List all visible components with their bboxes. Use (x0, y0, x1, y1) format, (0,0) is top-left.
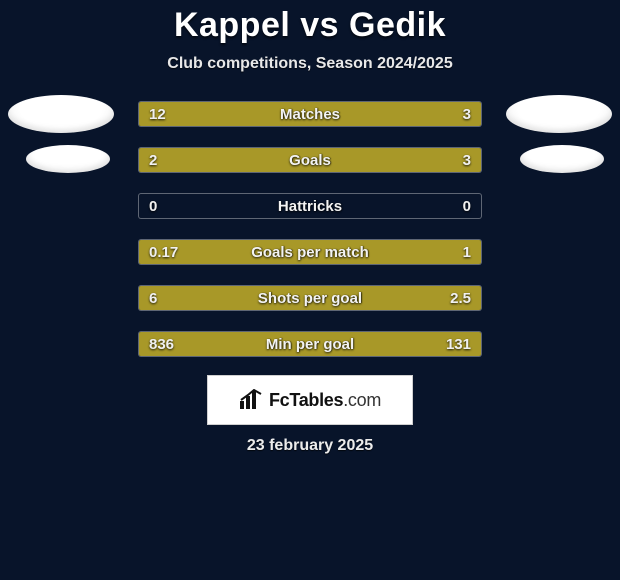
stat-bar: 0.171Goals per match (138, 239, 482, 265)
stat-bar: 0 0Hattricks (138, 193, 482, 219)
player-b-avatar (506, 95, 612, 133)
bar-chart-icon (239, 389, 263, 411)
stat-row: 0.171Goals per match (0, 237, 620, 267)
stat-row: 0 0Hattricks (0, 191, 620, 221)
stat-bar: 836131Min per goal (138, 331, 482, 357)
stat-bar: 62.5Shots per goal (138, 285, 482, 311)
stat-row: 123Matches (0, 99, 620, 129)
bar-right-fill (407, 332, 481, 356)
bar-left-fill (139, 102, 413, 126)
bar-left-fill (139, 240, 189, 264)
player-a-avatar-small (26, 145, 110, 173)
bar-right-fill (276, 148, 481, 172)
logo-domain: .com (343, 390, 381, 410)
logo-brand: FcTables (269, 390, 343, 410)
logo-text: FcTables.com (269, 390, 381, 411)
footer-date: 23 february 2025 (0, 437, 620, 455)
bar-right-fill (380, 286, 481, 310)
stat-label: Hattricks (139, 194, 481, 219)
bar-right-fill (413, 102, 481, 126)
stat-bar: 123Matches (138, 101, 482, 127)
stat-row: 62.5Shots per goal (0, 283, 620, 313)
bar-left-fill (139, 148, 276, 172)
player-a-avatar (8, 95, 114, 133)
bar-right-fill (189, 240, 481, 264)
bar-left-fill (139, 286, 380, 310)
stats-list: 123Matches 23Goals 0 0Hattricks 0.171Goals p… (0, 99, 620, 359)
bar-left-fill (139, 332, 407, 356)
comparison-card: Kappel vs Gedik Club competitions, Seaso… (0, 0, 620, 455)
stat-row: 836131Min per goal (0, 329, 620, 359)
player-b-avatar-small (520, 145, 604, 173)
stat-value-left: 0 (149, 194, 157, 219)
stat-row: 23Goals (0, 145, 620, 175)
page-title: Kappel vs Gedik (0, 6, 620, 45)
stat-value-right: 0 (463, 194, 471, 219)
fctables-logo[interactable]: FcTables.com (207, 375, 413, 425)
player-a-name: Kappel (174, 6, 290, 44)
stat-bar: 23Goals (138, 147, 482, 173)
subtitle: Club competitions, Season 2024/2025 (0, 55, 620, 73)
player-b-name: Gedik (349, 6, 446, 44)
vs-separator: vs (300, 6, 339, 44)
